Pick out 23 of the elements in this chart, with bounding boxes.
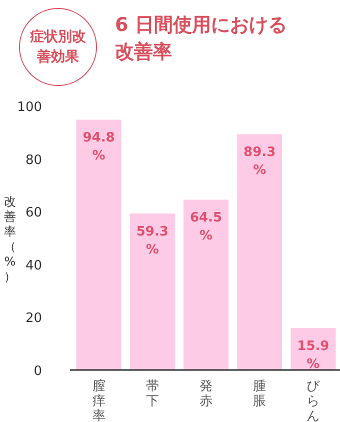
- x-tick-label: 膣痒率: [92, 379, 106, 422]
- y-tick-label: 0: [34, 364, 42, 379]
- chart-subtitle: 症状別改善効果: [19, 8, 97, 86]
- data-label: 94.8%: [82, 130, 115, 164]
- data-label: 64.5%: [190, 210, 222, 244]
- bar: [76, 120, 122, 370]
- data-label: 89.3%: [244, 145, 276, 178]
- data-label: 59.3%: [136, 224, 168, 258]
- y-tick-label: 20: [25, 311, 42, 326]
- x-tick-label: 発赤: [200, 379, 212, 409]
- y-tick-label: 40: [25, 258, 42, 274]
- x-tick-label: 腫脹: [253, 379, 266, 409]
- chart-title: 6 日間使用における改善率: [115, 13, 288, 65]
- bar: [183, 200, 229, 370]
- bar: [130, 213, 175, 370]
- data-label: 15.9%: [297, 339, 330, 372]
- y-tick-label: 80: [25, 152, 42, 168]
- y-tick-label: 100: [17, 100, 42, 115]
- y-tick-label: 60: [25, 206, 42, 221]
- y-axis-title: 改善率（%）: [4, 194, 16, 284]
- x-tick-label: びらん: [306, 379, 321, 422]
- x-tick-label: 帯下: [146, 379, 159, 409]
- bar: [237, 134, 282, 370]
